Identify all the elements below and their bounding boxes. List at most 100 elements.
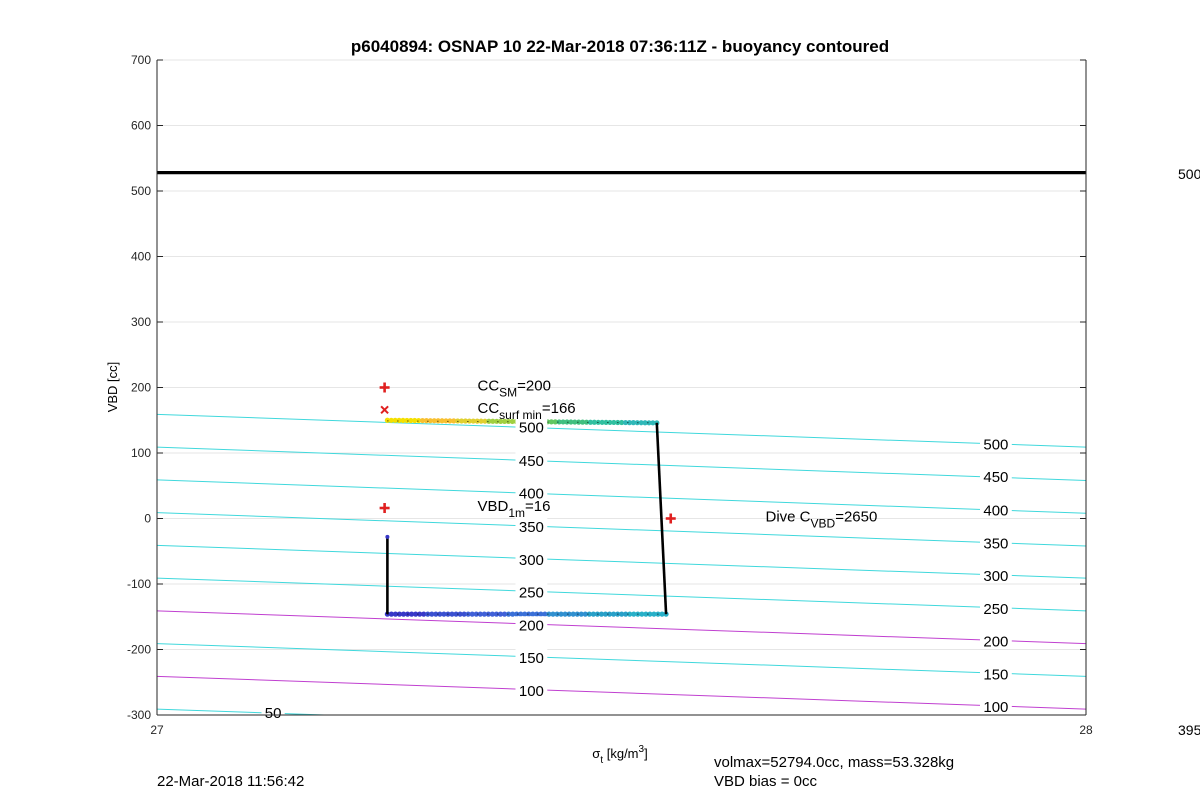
contour-label-bg — [979, 468, 1012, 485]
annotation-label: CCsurf min=166 — [478, 400, 576, 422]
scatter-point-top — [416, 417, 422, 424]
scatter-point-top — [630, 420, 636, 426]
scatter-point-bottom — [396, 611, 403, 617]
scatter-point-top — [548, 419, 554, 425]
scatter-point-bottom — [590, 611, 596, 617]
dive-profile — [157, 171, 1086, 617]
scatter-point-bottom — [659, 611, 665, 617]
scatter-point-bottom — [566, 611, 572, 617]
scatter-point-bottom — [457, 611, 463, 617]
scatter-point-bottom — [546, 611, 552, 617]
contour-line — [157, 708, 339, 715]
profile-segment — [655, 422, 668, 615]
contour-label-mid: 350 — [519, 519, 544, 536]
scatter-point-bottom — [477, 611, 483, 617]
scatter-point-bottom — [598, 611, 605, 617]
edge-label-top: 500 — [1178, 166, 1200, 182]
scatter-point-top — [458, 418, 465, 424]
y-tick-label: 200 — [131, 381, 151, 395]
buoyancy-contours — [157, 413, 1086, 715]
scatter-point-top — [501, 418, 508, 424]
scatter-point-top — [619, 419, 625, 426]
scatter-point-top — [478, 418, 484, 424]
contour-label-mid: 50 — [265, 705, 282, 722]
scatter-point-bottom — [639, 611, 645, 617]
scatter-point-bottom — [493, 611, 500, 617]
contour-label-right: 350 — [983, 535, 1008, 552]
scatter-point-bottom — [534, 611, 540, 617]
scatter-point-bottom — [606, 611, 613, 617]
scatter-point-top — [404, 417, 410, 424]
contour-label-bg — [979, 698, 1012, 715]
scatter-point-bottom — [453, 611, 459, 617]
contour-label-mid: 100 — [519, 683, 544, 700]
scatter-point-top — [474, 418, 480, 424]
contour-line — [157, 544, 1086, 579]
contour-label-right: 300 — [983, 568, 1008, 585]
contour-label-mid: 150 — [519, 650, 544, 667]
contour-label-mid: 400 — [519, 486, 544, 503]
scatter-point-top — [607, 419, 613, 426]
x-tick-label: 27 — [150, 723, 164, 737]
contour-label-bg — [261, 704, 285, 721]
scatter-point-bottom — [400, 611, 407, 617]
scatter-point-top — [646, 420, 652, 426]
contour-label-right: 400 — [983, 503, 1008, 520]
scatter-point-top — [451, 418, 457, 424]
contour-labels: 500 500 450 450 400 400 350 350 300 300 250 250 200 2… — [261, 418, 1012, 722]
contour-label-bg — [515, 616, 548, 633]
contour-line — [157, 413, 1086, 448]
scatter-point-top — [392, 417, 398, 423]
contour-label-bg — [979, 665, 1012, 682]
contour-label-right: 250 — [983, 601, 1008, 618]
contour-label-bg — [979, 599, 1012, 616]
scatter-point-bottom — [433, 611, 439, 617]
contour-label-right: 100 — [983, 699, 1008, 716]
scatter-point-bottom — [429, 611, 435, 617]
scatter-point-bottom — [554, 611, 560, 617]
scatter-point-top — [626, 420, 633, 426]
scatter-point-top — [634, 420, 640, 426]
scatter-point-bottom — [623, 611, 629, 617]
grid-lines — [157, 59, 1086, 716]
contour-label-bg — [515, 681, 548, 698]
scatter-point-top — [591, 419, 597, 425]
scatter-point-top — [400, 417, 406, 424]
scatter-point-top — [622, 419, 629, 426]
scatter-point-bottom — [437, 611, 443, 617]
scatter-point-top — [490, 418, 496, 424]
volmax-info: volmax=52794.0cc, mass=53.328kg — [714, 754, 955, 771]
scatter-point-top — [572, 419, 578, 425]
scatter-point-top — [388, 417, 394, 423]
scatter-point-top — [568, 419, 574, 425]
scatter-point-top — [498, 418, 504, 424]
scatter-point-top — [408, 417, 414, 424]
contour-label-bg — [515, 418, 548, 435]
scatter-point-top — [505, 418, 512, 425]
y-tick-label: 600 — [131, 119, 151, 133]
scatter-point-bottom — [514, 611, 520, 617]
scatter-point-top — [611, 419, 617, 426]
scatter-point-top — [427, 418, 433, 424]
scatter-point-bottom — [570, 611, 576, 617]
scatter-point-bottom — [501, 611, 508, 617]
scatter-point-bottom — [647, 611, 653, 617]
scatter-point-bottom — [631, 611, 637, 617]
scatter-point-top — [419, 417, 426, 424]
contour-line — [157, 610, 1086, 645]
contour-label-bg — [515, 451, 548, 468]
scatter-point-top — [580, 419, 586, 425]
scatter-point-bottom — [558, 611, 564, 617]
scatter-point-bottom — [510, 611, 516, 617]
x-axis-label: σt [kg/m3] — [592, 744, 647, 766]
scatter-point-top — [435, 418, 441, 424]
scatter-point-top — [462, 418, 469, 424]
scatter-point-top — [431, 418, 437, 424]
scatter-point-bottom — [586, 611, 592, 617]
scatter-point-bottom — [441, 611, 447, 617]
scatter-point-top — [587, 419, 594, 425]
scatter-point-top — [447, 418, 453, 424]
scatter-point-top — [642, 420, 648, 426]
scatter-point-top — [603, 419, 609, 425]
